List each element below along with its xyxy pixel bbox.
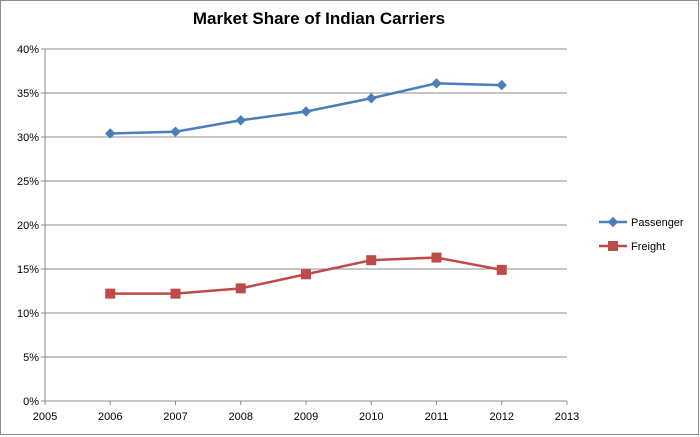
legend-marker-freight <box>608 241 618 251</box>
x-tick-label: 2012 <box>490 411 514 423</box>
gridlines <box>45 48 567 358</box>
freight-point <box>170 288 181 299</box>
passenger-point <box>170 126 181 137</box>
y-tick-label: 25% <box>17 176 39 188</box>
legend: Passenger Freight <box>599 216 684 253</box>
chart-title: Market Share of Indian Carriers <box>193 9 445 28</box>
y-tick-label: 35% <box>17 88 39 100</box>
y-tick-label: 20% <box>17 220 39 232</box>
legend-label-passenger: Passenger <box>631 217 684 229</box>
series-freight <box>105 252 507 299</box>
axes: 0% 5% 10% 15% 20% 25% 30% 35% 40% 2005 2006 2007 200… <box>17 44 579 423</box>
y-tick-label: 10% <box>17 308 39 320</box>
y-tick-label: 30% <box>17 132 39 144</box>
legend-label-freight: Freight <box>631 241 665 253</box>
freight-point <box>366 255 377 266</box>
y-tick-label: 15% <box>17 264 39 276</box>
x-tick-label: 2005 <box>33 411 57 423</box>
series-group <box>105 78 507 299</box>
x-tick-label: 2010 <box>359 411 383 423</box>
x-tick-label: 2007 <box>163 411 187 423</box>
series-passenger <box>105 78 507 139</box>
passenger-point <box>496 79 507 91</box>
passenger-point <box>235 115 246 126</box>
passenger-point <box>300 106 312 117</box>
legend-item-passenger: Passenger <box>599 216 684 229</box>
legend-marker-passenger <box>607 216 619 228</box>
passenger-point <box>431 78 442 89</box>
y-tick-label: 5% <box>23 352 39 364</box>
freight-point <box>496 264 507 275</box>
y-tick-label: 0% <box>23 396 39 408</box>
x-tick-label: 2013 <box>555 411 579 423</box>
passenger-point <box>105 128 116 139</box>
freight-point <box>105 288 116 299</box>
x-tick-label: 2008 <box>229 411 253 423</box>
freight-point <box>235 283 246 294</box>
x-tick-label: 2009 <box>294 411 318 423</box>
freight-point <box>301 269 311 280</box>
passenger-point <box>366 93 377 104</box>
freight-point <box>431 252 442 263</box>
y-tick-label: 40% <box>17 44 39 56</box>
legend-item-freight: Freight <box>599 241 665 253</box>
x-tick-label: 2006 <box>98 411 122 423</box>
x-tick-label: 2011 <box>425 411 449 423</box>
